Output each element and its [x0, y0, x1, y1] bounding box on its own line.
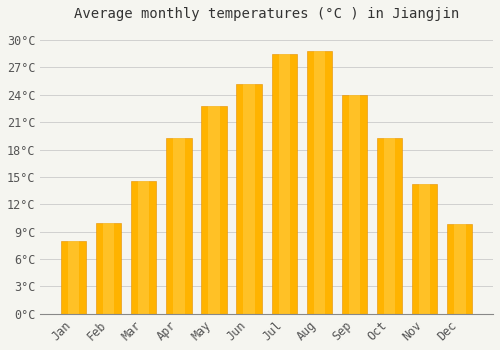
Bar [419, 184, 430, 314]
Bar [306, 51, 332, 314]
Bar [278, 54, 290, 314]
Bar [236, 84, 262, 314]
Bar [377, 138, 402, 314]
Bar [412, 184, 438, 314]
Bar [166, 138, 192, 314]
Bar [61, 241, 86, 314]
Bar [342, 95, 367, 314]
Bar [349, 95, 360, 314]
Bar [96, 223, 122, 314]
Bar [131, 182, 156, 314]
Bar [447, 224, 472, 314]
Bar [173, 138, 184, 314]
Bar [454, 224, 466, 314]
Bar [202, 106, 226, 314]
Bar [208, 106, 220, 314]
Bar [384, 138, 396, 314]
Bar [272, 54, 297, 314]
Bar [103, 223, 115, 314]
Title: Average monthly temperatures (°C ) in Jiangjin: Average monthly temperatures (°C ) in Ji… [74, 7, 460, 21]
Bar [68, 241, 79, 314]
Bar [138, 182, 149, 314]
Bar [244, 84, 255, 314]
Bar [314, 51, 325, 314]
